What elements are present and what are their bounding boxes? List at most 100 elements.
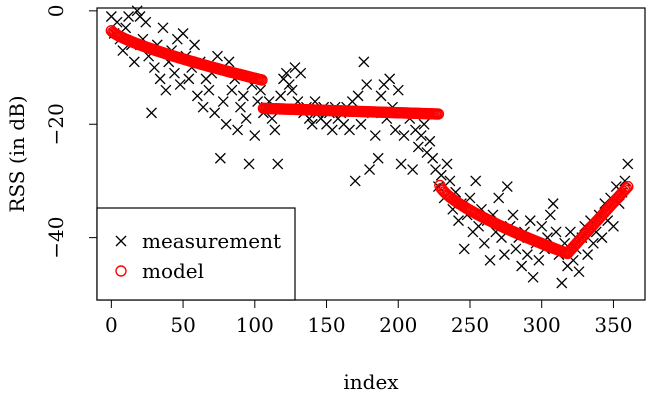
measurement-point	[255, 84, 266, 96]
measurement-point	[392, 84, 404, 96]
measurement-point	[234, 101, 246, 113]
measurement-point	[527, 271, 539, 283]
measurement-point	[240, 113, 252, 125]
measurement-point	[355, 118, 367, 130]
measurement-point	[544, 209, 556, 221]
legend-box	[96, 207, 296, 301]
measurement-point	[470, 175, 482, 187]
legend-x-marker	[115, 235, 127, 247]
measurement-point	[582, 249, 594, 261]
measurement-point	[464, 192, 476, 204]
x-tick-label: 300	[523, 313, 561, 337]
model-point	[256, 74, 268, 86]
measurement-point	[272, 158, 284, 170]
measurement-point	[148, 62, 160, 73]
measurement-point	[493, 192, 505, 204]
measurement-point	[131, 5, 143, 17]
measurement-point	[364, 164, 376, 176]
measurement-point	[217, 96, 229, 108]
measurement-point	[547, 198, 559, 210]
measurement-point	[266, 113, 278, 125]
measurement-point	[556, 277, 568, 289]
y-tick-label: −40	[44, 217, 68, 259]
y-tick-label: 0	[44, 4, 68, 17]
legend-model-label: model	[142, 259, 204, 283]
plot-frame	[96, 7, 646, 301]
measurement-point	[498, 249, 510, 261]
measurement-point	[496, 232, 508, 244]
measurement-point	[275, 90, 287, 102]
measurement-point	[375, 90, 387, 102]
measurement-point	[478, 237, 490, 249]
measurement-point	[453, 215, 464, 227]
measurement-point	[197, 101, 209, 113]
measurement-point	[280, 67, 292, 79]
x-tick-label: 150	[307, 313, 345, 337]
measurement-point	[177, 28, 189, 39]
x-tick-label: 350	[594, 313, 632, 337]
measurement-point	[154, 73, 166, 85]
x-axis-label: index	[343, 370, 399, 394]
measurement-point	[369, 130, 381, 142]
measurement-point	[326, 124, 338, 136]
measurement-point	[349, 175, 361, 187]
measurement-point	[415, 130, 427, 142]
model-point	[620, 182, 633, 194]
measurement-point	[507, 209, 519, 221]
measurement-point	[444, 175, 456, 187]
measurement-point	[607, 220, 619, 232]
measurement-point	[295, 67, 307, 79]
measurement-point	[458, 243, 470, 255]
measurement-point	[533, 254, 545, 266]
legend-circle-marker	[115, 265, 127, 277]
measurement-point	[183, 73, 195, 85]
measurement-point	[111, 16, 123, 28]
measurement-point	[128, 56, 140, 68]
measurement-point	[160, 84, 172, 96]
measurement-point	[427, 152, 439, 164]
y-tick-label: −20	[44, 103, 68, 145]
x-tick-label: 100	[236, 313, 274, 337]
measurement-point	[140, 16, 152, 28]
measurement-point	[484, 254, 496, 266]
measurement-point	[117, 45, 129, 56]
measurement-point	[220, 118, 232, 130]
measurement-point	[123, 11, 135, 22]
legend-measurement-label: measurement	[142, 229, 281, 253]
legend-measurement-marker	[115, 235, 127, 247]
measurement-point	[120, 22, 132, 34]
measurement-point	[212, 50, 223, 62]
model-point	[432, 108, 445, 120]
x-tick-label: 200	[379, 313, 417, 337]
measurement-point	[283, 79, 295, 91]
measurement-point	[418, 118, 430, 130]
measurement-point	[232, 124, 244, 136]
measurement-point	[424, 135, 436, 147]
x-tick-label: 0	[105, 313, 118, 337]
legend-model-marker	[115, 265, 127, 277]
measurement-point	[596, 232, 608, 244]
measurement-point	[573, 266, 585, 278]
measurement-point	[344, 124, 355, 136]
measurement-point	[237, 90, 249, 102]
measurement-point	[358, 56, 370, 68]
measurement-point	[169, 67, 180, 79]
measurement-point	[146, 107, 157, 119]
model-point	[619, 184, 631, 196]
measurement-point	[384, 73, 396, 85]
legend: measurement model	[96, 207, 296, 301]
measurement-point	[189, 39, 201, 51]
measurement-point	[435, 169, 447, 181]
measurement-point	[524, 215, 536, 227]
measurement-point	[521, 249, 533, 261]
measurement-point	[191, 90, 203, 102]
measurement-point	[564, 226, 576, 238]
measurement-point	[550, 226, 562, 238]
measurement-point	[243, 158, 255, 170]
model-point	[622, 180, 634, 193]
measurement-point	[516, 260, 528, 272]
measurement-point	[249, 130, 261, 142]
measurement-point	[622, 158, 634, 170]
measurement-point	[398, 130, 410, 142]
